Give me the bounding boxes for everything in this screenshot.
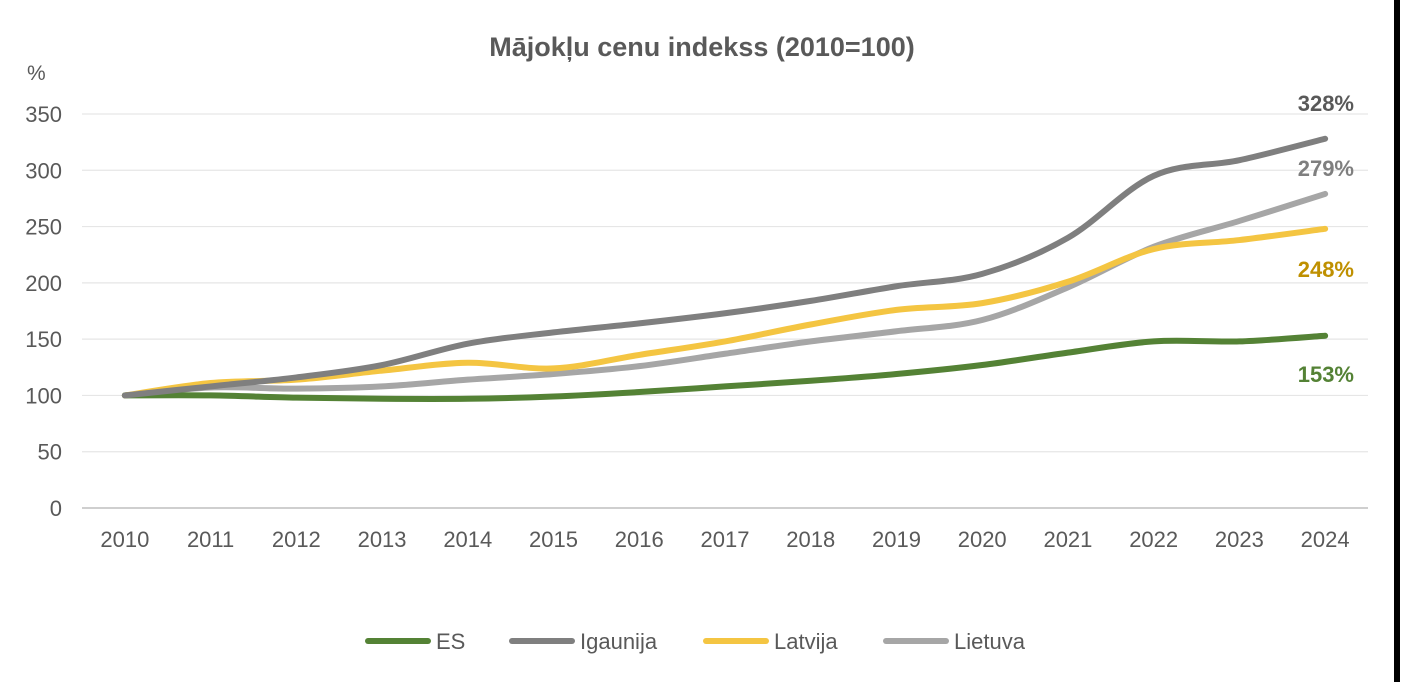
series-line-lietuva <box>121 190 1329 399</box>
y-tick-label: 50 <box>38 440 62 465</box>
legend: ES Igaunija Latvija Lietuva <box>365 629 1026 654</box>
x-tick-label: 2011 <box>187 527 234 552</box>
series-line-es <box>121 332 1329 403</box>
y-tick-label: 0 <box>50 496 62 521</box>
y-axis-unit: % <box>27 62 46 85</box>
legend-label-igaunija: Igaunija <box>580 629 658 654</box>
x-tick-label: 2015 <box>529 527 578 552</box>
x-tick-label: 2021 <box>1043 527 1092 552</box>
x-tick-label: 2024 <box>1301 527 1350 552</box>
legend-label-es: ES <box>436 629 465 654</box>
x-tick-label: 2014 <box>443 527 492 552</box>
series-lines <box>121 135 1329 403</box>
end-label-es: 153% <box>1298 362 1354 387</box>
y-tick-label: 100 <box>25 383 62 408</box>
x-tick-label: 2023 <box>1215 527 1264 552</box>
y-tick-label: 150 <box>25 327 62 352</box>
x-tick-label: 2018 <box>786 527 835 552</box>
x-tick-label: 2017 <box>701 527 750 552</box>
y-tick-label: 250 <box>25 215 62 240</box>
x-tick-label: 2016 <box>615 527 664 552</box>
x-axis-ticks: 2010 2011 2012 2013 2014 2015 2016 2017 2018 2019… <box>100 527 1349 552</box>
y-tick-label: 200 <box>25 271 62 296</box>
y-axis-ticks: 0 50 100 150 200 250 300 350 <box>25 102 62 521</box>
end-label-latvija: 248% <box>1298 257 1354 282</box>
end-labels: 153% 328% 248% 279% <box>1298 91 1354 387</box>
series-line-igaunija <box>121 135 1329 399</box>
x-tick-label: 2012 <box>272 527 321 552</box>
x-tick-label: 2013 <box>358 527 407 552</box>
y-tick-label: 300 <box>25 158 62 183</box>
chart-title: Mājokļu cenu indekss (2010=100) <box>489 32 914 62</box>
x-tick-label: 2019 <box>872 527 921 552</box>
end-label-lietuva: 279% <box>1298 156 1354 181</box>
y-tick-label: 350 <box>25 102 62 127</box>
end-label-igaunija: 328% <box>1298 91 1354 116</box>
legend-label-latvija: Latvija <box>774 629 838 654</box>
x-tick-label: 2020 <box>958 527 1007 552</box>
legend-label-lietuva: Lietuva <box>954 629 1026 654</box>
series-line-latvija <box>121 225 1329 399</box>
x-tick-label: 2010 <box>100 527 149 552</box>
x-tick-label: 2022 <box>1129 527 1178 552</box>
